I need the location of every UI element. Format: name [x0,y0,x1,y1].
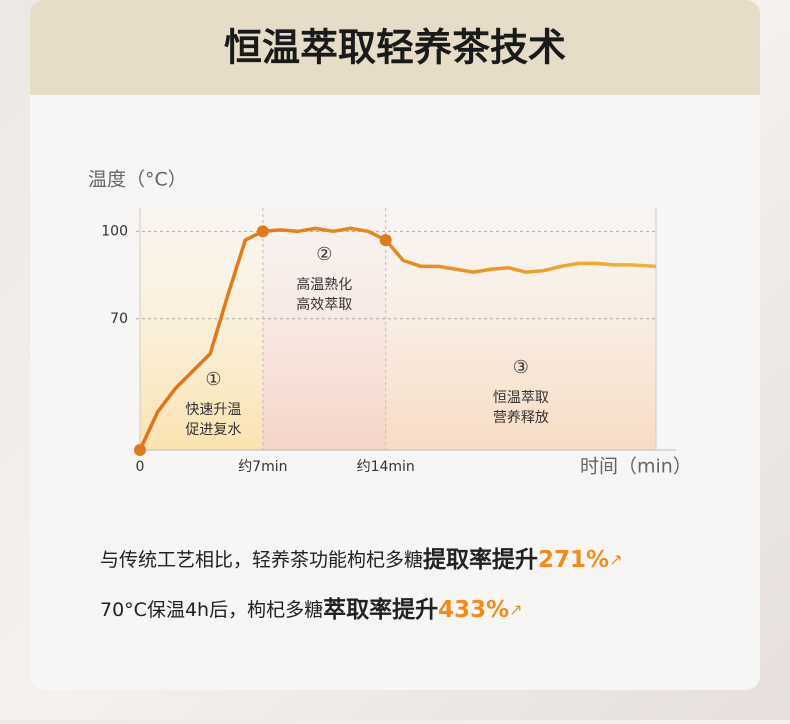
annotation-number: ③ [513,357,529,378]
header-band [30,0,760,95]
x-tick-label: 0 [136,459,145,475]
y-axis-title: 温度（°C） [88,169,187,191]
x-tick-label: 约7min [238,459,287,475]
y-tick-label: 100 [101,223,128,239]
footer-bold: 提取率提升 [423,546,538,573]
footer-text: 70°C保温4h后，枸杞多糖 [100,599,323,621]
marker [134,444,146,456]
marker [379,234,392,247]
stage-band [385,208,656,450]
arrow: ↗ [609,550,622,569]
x-axis-title: 时间（min） [580,456,692,478]
annotation-text: 高效萃取 [296,296,352,313]
title: 恒温萃取轻养茶技术 [224,26,566,70]
annotation-number: ② [316,244,332,265]
x-tick-label: 约14min [357,459,415,475]
footer-bold: 萃取率提升 [323,596,438,623]
annotation-text: 高温熟化 [296,276,352,293]
stage-band [262,208,386,450]
annotation-number: ① [205,369,221,390]
annotation-text: 促进复水 [185,421,241,438]
marker [256,225,269,238]
annotation-text: 营养释放 [493,410,549,426]
footer-highlight: 271% [538,547,609,573]
line [138,226,657,451]
footer-line: 70°C保温4h后，枸杞多糖萃取率提升433%↗ [100,596,523,623]
footer-highlight: 433% [438,597,509,623]
footer-text: 与传统工艺相比，轻养茶功能枸杞多糖 [100,549,423,571]
annotation-text: 快速升温 [185,402,241,418]
arrow: ↗ [509,600,522,619]
y-tick-label: 70 [110,311,128,327]
annotation-text: 恒温萃取 [493,390,549,406]
footer-line: 与传统工艺相比，轻养茶功能枸杞多糖提取率提升271%↗ [100,546,622,573]
